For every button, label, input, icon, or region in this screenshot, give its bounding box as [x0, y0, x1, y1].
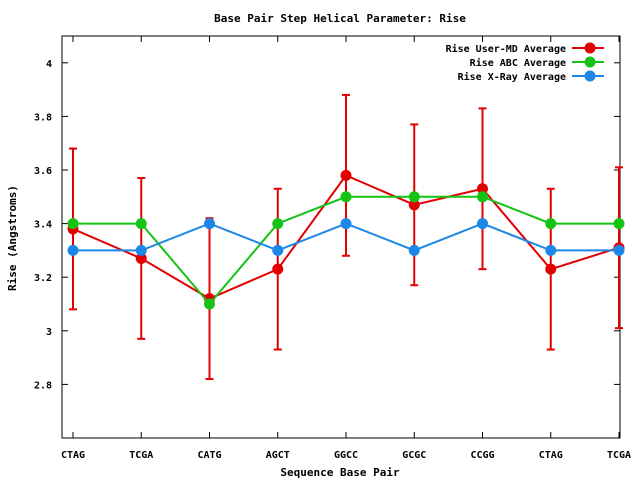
data-point	[545, 244, 557, 256]
data-point	[340, 218, 352, 230]
x-tick-label: GCGC	[402, 450, 426, 461]
data-point	[613, 244, 625, 256]
series-3	[67, 218, 625, 256]
x-tick-label: CTAG	[61, 450, 85, 461]
data-point	[340, 191, 352, 203]
legend-marker	[584, 70, 596, 82]
legend-marker	[584, 42, 596, 54]
data-point	[340, 169, 352, 181]
data-point	[477, 218, 488, 230]
series-2	[67, 191, 625, 310]
data-point	[135, 252, 147, 264]
data-point	[272, 218, 284, 230]
x-tick-label: TCGA	[607, 450, 631, 461]
y-tick-label: 3.6	[34, 166, 52, 177]
data-point	[408, 199, 420, 211]
plot-layer: 2.8 3 3.2 3.4 3.6 3.8 4 CTAG TCGA CATG AGCT GGCC GCG…	[34, 35, 631, 461]
data-point	[545, 263, 557, 275]
x-tick-label: CCGG	[470, 450, 494, 461]
y-tick-label: 3.4	[34, 220, 52, 231]
y-tick-label: 4	[46, 59, 52, 70]
legend-label: Rise User-MD Average	[446, 43, 566, 55]
x-tick-label: AGCT	[266, 450, 290, 461]
y-tick-label: 3	[46, 327, 52, 338]
data-point	[477, 183, 488, 195]
data-point	[613, 218, 625, 230]
data-point	[204, 298, 215, 310]
data-point	[135, 244, 147, 256]
data-point	[408, 244, 420, 256]
y-tick-label: 3.8	[34, 112, 52, 123]
x-tick-label: TCGA	[129, 450, 153, 461]
legend-marker	[584, 56, 596, 68]
chart-title: Base Pair Step Helical Parameter: Rise	[214, 12, 466, 25]
data-point	[204, 218, 215, 230]
x-tick-label: GGCC	[334, 450, 358, 461]
data-point	[272, 263, 284, 275]
y-tick-label: 2.8	[34, 380, 52, 391]
legend: Rise User-MD Average Rise ABC Average Rise…	[446, 42, 604, 83]
data-point	[408, 191, 420, 203]
text-layer: Base Pair Step Helical Parameter: Rise S…	[6, 12, 466, 479]
data-point	[545, 218, 557, 230]
x-tick-label: CTAG	[539, 450, 563, 461]
data-point	[272, 244, 284, 256]
data-point	[477, 191, 488, 203]
x-axis-label: Sequence Base Pair	[280, 466, 400, 479]
legend-label: Rise X-Ray Average	[458, 71, 566, 83]
y-axis-label: Rise (Angstroms)	[6, 185, 19, 291]
data-point	[67, 244, 79, 256]
legend-label: Rise ABC Average	[470, 57, 566, 69]
y-tick-label: 3.2	[34, 273, 52, 284]
data-point	[135, 218, 147, 230]
data-point	[67, 218, 79, 230]
x-tick-label: CATG	[197, 450, 221, 461]
